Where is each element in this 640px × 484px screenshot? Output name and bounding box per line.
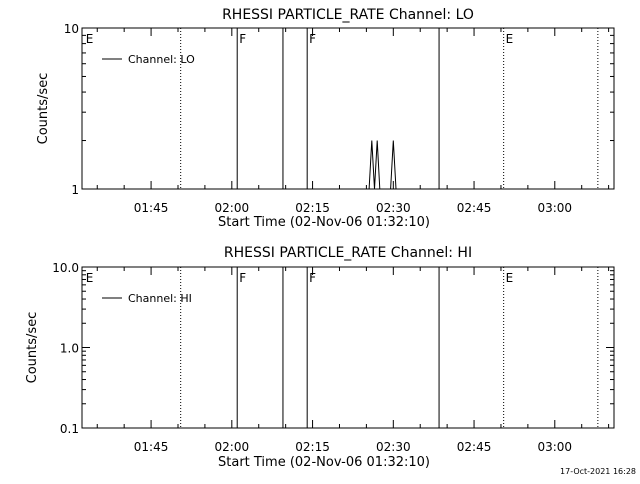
series-line-segment xyxy=(390,140,397,190)
x-tick-label: 02:45 xyxy=(457,440,492,454)
event-marker-label: F xyxy=(309,271,316,285)
event-marker-label: E xyxy=(506,271,514,285)
x-tick-label: 02:30 xyxy=(376,201,411,215)
x-axis-label: Start Time (02-Nov-06 01:32:10) xyxy=(218,455,430,470)
x-tick-label: 02:15 xyxy=(295,201,330,215)
footer-timestamp: 17-Oct-2021 16:28 xyxy=(560,467,636,476)
y-tick-label: 1 xyxy=(71,183,79,197)
x-tick-label: 01:45 xyxy=(134,440,169,454)
event-marker-label: E xyxy=(86,32,94,46)
event-marker-label: E xyxy=(86,271,94,285)
y-tick-label: 0.1 xyxy=(60,422,79,436)
chart-title: RHESSI PARTICLE_RATE Channel: LO xyxy=(222,7,474,23)
x-tick-label: 02:45 xyxy=(457,201,492,215)
y-tick-label: 1.0 xyxy=(60,342,79,356)
chart-title: RHESSI PARTICLE_RATE Channel: HI xyxy=(224,245,472,261)
x-tick-label: 02:00 xyxy=(215,440,250,454)
chart-panel-0: RHESSI PARTICLE_RATE Channel: LO E F F E Chan… xyxy=(36,7,615,230)
plot-frame xyxy=(81,27,615,190)
x-tick-label: 02:30 xyxy=(376,440,411,454)
y-axis-label: Counts/sec xyxy=(25,312,40,384)
y-tick-label: 10.0 xyxy=(52,261,79,275)
x-tick-label: 03:00 xyxy=(537,201,572,215)
chart-panel-1: RHESSI PARTICLE_RATE Channel: HI E F F E Chan… xyxy=(25,245,615,470)
series-line-segment xyxy=(374,140,381,190)
legend-entry: Channel: HI xyxy=(128,292,192,305)
x-tick-label: 02:00 xyxy=(215,201,250,215)
legend-entry: Channel: LO xyxy=(128,53,195,66)
series-line-segment xyxy=(368,140,375,190)
y-tick-label: 10 xyxy=(64,22,79,36)
event-marker-label: F xyxy=(239,32,246,46)
x-axis-label: Start Time (02-Nov-06 01:32:10) xyxy=(218,215,430,230)
event-marker-label: F xyxy=(239,271,246,285)
event-marker-label: E xyxy=(506,32,514,46)
y-axis-label: Counts/sec xyxy=(36,73,51,145)
x-tick-label: 01:45 xyxy=(134,201,169,215)
x-tick-label: 02:15 xyxy=(295,440,330,454)
event-marker-label: F xyxy=(309,32,316,46)
x-tick-label: 03:00 xyxy=(537,440,572,454)
